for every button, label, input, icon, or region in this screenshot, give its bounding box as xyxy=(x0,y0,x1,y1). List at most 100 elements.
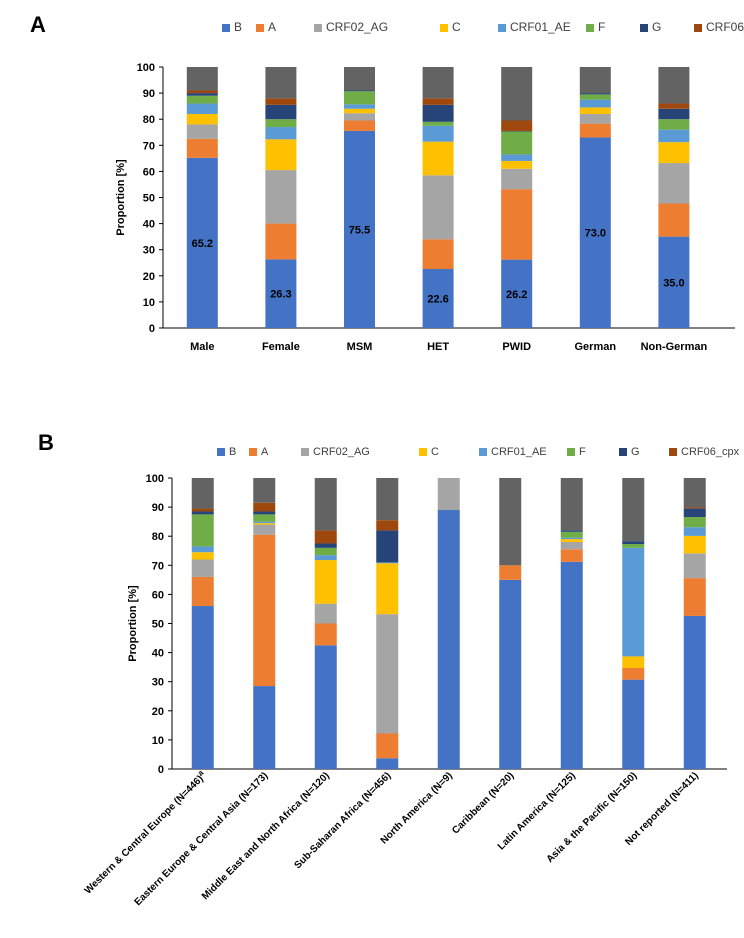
bar-segment xyxy=(422,269,454,328)
bar-segment xyxy=(501,120,533,131)
legend-label: CRF01_AE xyxy=(510,20,571,34)
bar-segment xyxy=(314,530,337,544)
legend-item: CRF06_cpx xyxy=(694,20,744,34)
legend-item: A xyxy=(249,446,269,458)
bar-segment xyxy=(344,67,375,91)
bar-segment xyxy=(376,520,399,531)
y-tick-label: 40 xyxy=(143,219,155,231)
legend-label: C xyxy=(431,446,439,458)
x-tick-superscript: a xyxy=(195,767,205,777)
bar-segment xyxy=(186,67,218,91)
y-tick-label: 90 xyxy=(143,88,155,100)
bar-segment xyxy=(253,534,276,687)
legend-label: A xyxy=(261,446,269,458)
bar-segment xyxy=(658,142,690,164)
bar-segment xyxy=(376,530,399,563)
bar-segment xyxy=(422,239,454,270)
legend-swatch xyxy=(256,24,264,32)
x-tick-label: Middle East and North Africa (N=120) xyxy=(200,770,332,902)
bar-segment xyxy=(191,559,214,577)
bar-segment xyxy=(422,175,454,240)
bar-segment xyxy=(683,507,706,509)
bar-segment xyxy=(191,552,214,560)
legend-label: F xyxy=(598,20,605,34)
bar-segment xyxy=(658,119,690,130)
x-tick-label: MSM xyxy=(347,341,373,353)
legend-swatch xyxy=(694,24,702,32)
bar-segment xyxy=(683,478,706,508)
legend-label: F xyxy=(579,446,586,458)
data-label: 65.2 xyxy=(192,238,213,250)
legend-swatch xyxy=(301,448,309,456)
y-tick-label: 80 xyxy=(152,531,164,543)
bar-segment xyxy=(186,124,218,139)
bar-segment xyxy=(344,120,375,131)
legend-swatch xyxy=(479,448,487,456)
bar-segment xyxy=(265,170,297,224)
bar-segment xyxy=(253,524,276,535)
legend-label: CRF06_cpx xyxy=(706,20,744,34)
bar-segment xyxy=(314,645,337,769)
bar-segment xyxy=(683,516,706,528)
legend-item: C xyxy=(440,20,461,34)
x-tick-label: Male xyxy=(190,341,214,353)
chart-panel-a: BACRF02_AGCCRF01_AEFGCRF06_cpxOther01020… xyxy=(115,20,744,353)
legend-label: A xyxy=(268,20,276,34)
bar-segment xyxy=(253,686,276,769)
y-axis-label: Proportion [%] xyxy=(115,159,127,236)
bar-segment xyxy=(501,154,533,161)
legend-label: G xyxy=(631,446,640,458)
legend-label: C xyxy=(452,20,461,34)
bar-segment xyxy=(579,123,611,138)
bar-segment xyxy=(658,236,690,328)
legend-item: B xyxy=(222,20,242,34)
data-label: 35.0 xyxy=(663,277,684,289)
data-label: 75.5 xyxy=(349,224,370,236)
bar-segment xyxy=(253,511,276,515)
bar-segment xyxy=(186,103,218,114)
data-label: 26.3 xyxy=(270,289,291,301)
bar-segment xyxy=(376,563,399,615)
bar-segment xyxy=(191,511,214,515)
legend-item: CRF02_AG xyxy=(314,20,388,34)
bar-segment xyxy=(191,546,214,553)
bar-segment xyxy=(499,478,522,566)
bar-segment xyxy=(658,67,690,104)
bar-segment xyxy=(344,90,375,92)
y-tick-label: 100 xyxy=(137,62,155,74)
bar-segment xyxy=(560,539,583,543)
legend-item: G xyxy=(640,20,661,34)
bar-segment xyxy=(622,656,645,669)
legend-item: F xyxy=(567,446,586,458)
y-tick-label: 100 xyxy=(146,473,164,485)
bar-segment xyxy=(501,189,533,260)
legend-item: CRF02_AG xyxy=(301,446,370,458)
bar-segment xyxy=(622,679,645,769)
bar-segment xyxy=(422,141,454,176)
y-tick-label: 90 xyxy=(152,502,164,514)
bar-segment xyxy=(422,98,454,105)
y-tick-label: 30 xyxy=(152,677,164,689)
y-tick-label: 10 xyxy=(143,297,155,309)
bar-segment xyxy=(501,67,533,121)
bar-segment xyxy=(501,259,533,328)
bar-segment xyxy=(344,91,375,105)
y-tick-label: 40 xyxy=(152,648,164,660)
bar-segment xyxy=(622,478,645,542)
bar-segment xyxy=(314,547,337,556)
bar-segment xyxy=(560,531,583,538)
bar-segment xyxy=(683,508,706,517)
bar-segment xyxy=(186,95,218,104)
legend-item: B xyxy=(217,446,236,458)
bar-segment xyxy=(253,478,276,503)
bar-segment xyxy=(376,478,399,521)
x-tick-label: Caribbean (N=20) xyxy=(450,770,516,836)
bar-segment xyxy=(422,121,454,126)
bar-segment xyxy=(314,603,337,624)
bar-segment xyxy=(376,758,399,769)
legend-swatch xyxy=(669,448,677,456)
bar-segment xyxy=(658,203,690,237)
